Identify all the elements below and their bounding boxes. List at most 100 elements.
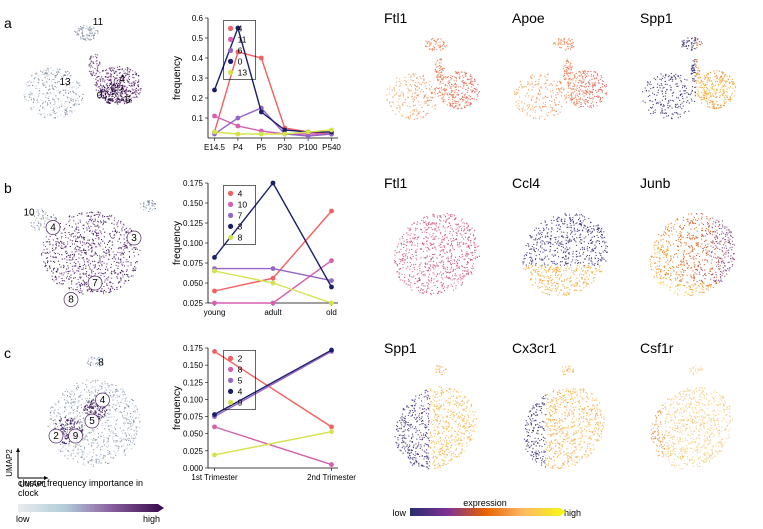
frequency-lineplot-row2: 0.0000.0250.0500.0750.1000.1250.1500.175…: [172, 344, 356, 482]
legend-marker: [228, 48, 233, 53]
legend-label: 7: [238, 210, 243, 220]
gene-title: Csf1r: [640, 340, 673, 356]
gene-title: Apoe: [512, 10, 545, 26]
legend-marker: [228, 70, 233, 75]
series-marker: [271, 301, 276, 306]
panel-letter-a: a: [4, 15, 12, 31]
ytick-label: 0.175: [183, 179, 204, 188]
umap-y-label: UMAP2: [5, 449, 14, 477]
gene-title: Junb: [640, 175, 670, 191]
series-line: [215, 28, 332, 132]
xtick-label: P30: [278, 143, 293, 152]
legend-label: 3: [238, 221, 243, 231]
y-axis-label: frequency: [172, 56, 183, 100]
umap-importance-row0: 1113046: [24, 17, 142, 118]
series-line: [215, 351, 332, 416]
series-marker: [212, 269, 217, 274]
series-marker: [212, 88, 217, 93]
ytick-label: 0.100: [183, 395, 204, 404]
cluster-label: 4: [100, 395, 106, 406]
series-marker: [329, 278, 334, 283]
series-line: [215, 432, 332, 455]
legend-label: 9: [238, 397, 243, 407]
gene-featureplot-Ccl4: [522, 213, 608, 295]
ytick-label: 0.075: [183, 413, 204, 422]
cluster-label: 0: [97, 91, 103, 102]
xtick-label: E14.5: [204, 143, 225, 152]
xtick-label: P540: [322, 143, 341, 152]
legend-marker: [228, 389, 233, 394]
series-marker: [329, 462, 334, 467]
legend-marker: [228, 213, 233, 218]
series-marker: [212, 289, 217, 294]
legend-label: 0: [238, 56, 243, 66]
gene-featureplot-Csf1r: [651, 365, 733, 469]
series-line: [215, 183, 332, 287]
xtick-label: adult: [264, 308, 282, 317]
ytick-label: 0.6: [192, 14, 204, 23]
xtick-label: 2nd Trimester: [307, 473, 356, 482]
expression-high-label: high: [564, 508, 581, 518]
xtick-label: P100: [299, 143, 318, 152]
series-marker: [259, 56, 264, 61]
series-marker: [329, 128, 334, 133]
ytick-label: 0.1: [192, 114, 204, 123]
gene-title: Spp1: [640, 10, 673, 26]
series-marker: [329, 429, 334, 434]
ytick-label: 0.100: [183, 239, 204, 248]
legend-label: 5: [238, 375, 243, 385]
legend-label: 2: [238, 353, 243, 363]
legend-marker: [228, 202, 233, 207]
series-marker: [236, 132, 241, 137]
xtick-label: old: [326, 308, 337, 317]
legend-label: 6: [238, 45, 243, 55]
gene-title: Ftl1: [384, 175, 407, 191]
ytick-label: 0.4: [192, 54, 204, 63]
ytick-label: 0.175: [183, 344, 204, 353]
legend-label: 8: [238, 364, 243, 374]
importance-colorbar-label: cluster frequency importance in: [18, 478, 143, 488]
legend-marker: [228, 59, 233, 64]
series-marker: [212, 424, 217, 429]
ytick-label: 0.2: [192, 94, 204, 103]
series-marker: [306, 130, 311, 135]
series-marker: [212, 453, 217, 458]
gene-title: Cx3cr1: [512, 340, 556, 356]
umap-importance-row2: 84529: [48, 357, 141, 467]
cluster-label: 8: [68, 295, 74, 306]
ytick-label: 0.150: [183, 199, 204, 208]
legend-marker: [228, 378, 233, 383]
ytick-label: 0.025: [183, 447, 204, 456]
cluster-label: 13: [59, 77, 71, 88]
gene-featureplot-Spp1: [395, 365, 477, 469]
importance-colorbar: cluster frequency importance inclocklowh…: [16, 478, 164, 524]
gene-title: Ccl4: [512, 175, 540, 191]
series-marker: [236, 116, 241, 121]
cluster-label: 4: [119, 74, 125, 85]
importance-colorbar-label: clock: [18, 488, 39, 498]
gene-featureplot-Ftl1: [386, 38, 480, 120]
gene-featureplot-Cx3cr1: [524, 365, 605, 469]
cluster-label: 5: [89, 416, 95, 427]
cluster-label: 7: [92, 278, 98, 289]
legend-marker: [228, 191, 233, 196]
y-axis-label: frequency: [172, 386, 183, 430]
legend-label: 4: [238, 188, 243, 198]
ytick-label: 0.000: [183, 464, 204, 473]
legend-marker: [228, 26, 233, 31]
series-marker: [282, 132, 287, 137]
series-marker: [212, 301, 217, 306]
legend-marker: [228, 400, 233, 405]
legend-marker: [228, 356, 233, 361]
legend-label: 11: [238, 34, 247, 44]
ytick-label: 0.050: [183, 430, 204, 439]
ytick-label: 0.075: [183, 259, 204, 268]
legend-label: 13: [238, 67, 248, 77]
expression-colorbar-label: expression: [463, 498, 507, 508]
panel-letter-b: b: [4, 180, 12, 196]
series-marker: [212, 349, 217, 354]
series-line: [215, 351, 332, 426]
series-marker: [329, 301, 334, 306]
y-axis-label: frequency: [172, 221, 183, 265]
figure-root: 11130460.10.20.30.40.50.6E14.5P4P5P30P10…: [0, 0, 763, 529]
